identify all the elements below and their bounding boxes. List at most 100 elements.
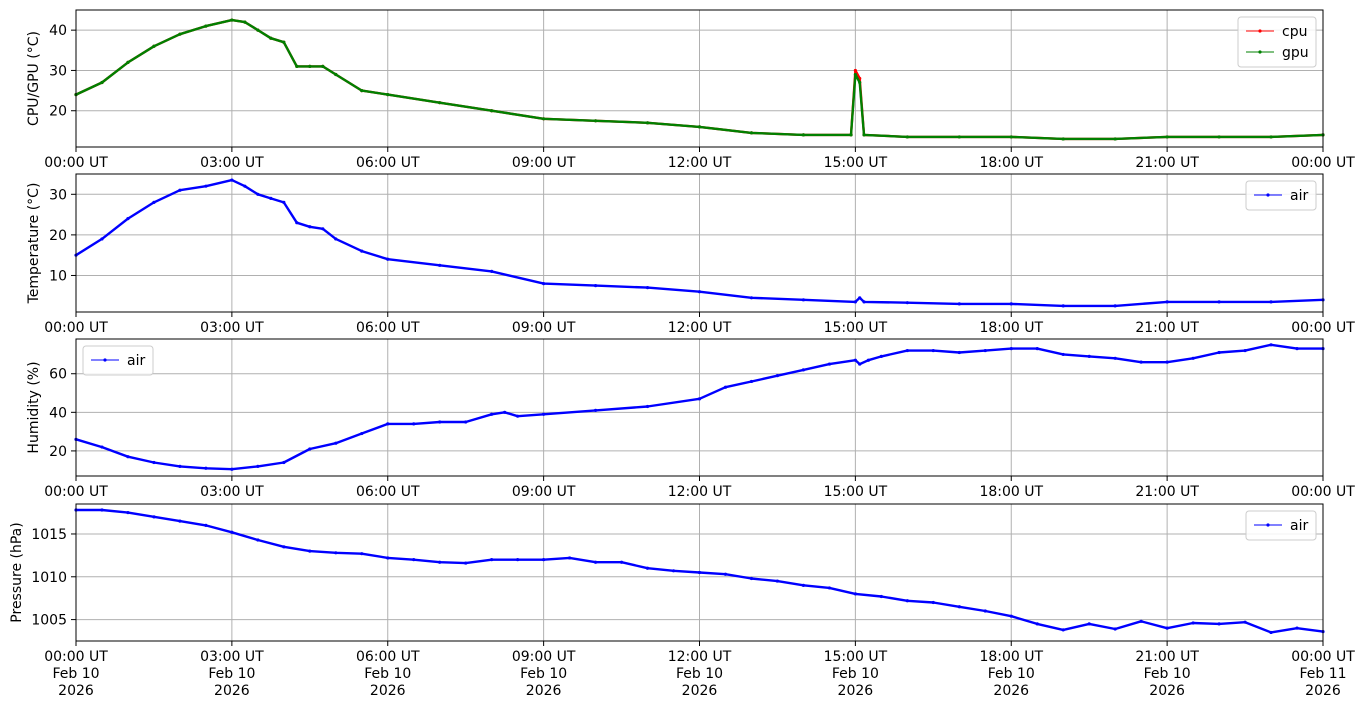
- data-point-air: [438, 560, 442, 564]
- y-tick-label: 10: [49, 268, 67, 284]
- data-point-air: [1165, 626, 1169, 630]
- legend-marker-air: [1266, 523, 1270, 527]
- legend-label-air: air: [1290, 518, 1308, 534]
- data-point-air: [334, 441, 338, 445]
- data-point-air: [983, 348, 987, 353]
- data-point-air: [230, 178, 234, 182]
- data-point-air: [308, 549, 312, 553]
- data-point-gpu: [360, 88, 364, 93]
- data-point-gpu: [256, 28, 260, 32]
- data-point-air: [152, 460, 156, 465]
- data-point-air: [858, 362, 862, 366]
- x-tick-label: 2026: [1149, 683, 1185, 699]
- data-point-air: [360, 431, 364, 436]
- data-point-gpu: [100, 80, 104, 85]
- data-point-gpu: [308, 64, 312, 69]
- data-point-air: [957, 350, 961, 355]
- data-point-gpu: [697, 125, 702, 129]
- data-point-air: [282, 545, 286, 549]
- data-point-air: [879, 594, 883, 599]
- data-point-air: [1269, 343, 1273, 347]
- x-tick-label: 15:00 UT: [824, 649, 888, 665]
- data-point-air: [905, 348, 909, 353]
- x-tick-label: 15:00 UT: [824, 484, 888, 500]
- data-point-air: [438, 263, 442, 267]
- data-point-air: [126, 217, 130, 221]
- x-tick-label: 15:00 UT: [824, 320, 888, 336]
- data-point-air: [464, 561, 468, 565]
- x-tick-label: 12:00 UT: [668, 484, 732, 500]
- data-point-air: [1061, 628, 1065, 632]
- data-point-air: [386, 556, 390, 560]
- y-tick-label: 20: [49, 444, 67, 460]
- data-point-air: [862, 300, 866, 304]
- data-point-air: [1165, 360, 1169, 364]
- data-point-air: [983, 609, 987, 613]
- data-point-air: [256, 192, 260, 196]
- x-tick-label: 09:00 UT: [512, 320, 576, 336]
- legend-label-air: air: [1290, 188, 1308, 204]
- data-point-gpu: [1061, 137, 1065, 141]
- legend: cpu gpu: [1237, 16, 1317, 68]
- y-tick-label: 40: [49, 405, 67, 421]
- legend-label-gpu: gpu: [1282, 45, 1309, 61]
- x-tick-label: 03:00 UT: [200, 155, 264, 171]
- data-point-gpu: [905, 135, 909, 139]
- data-point-air: [204, 466, 208, 470]
- data-point-gpu: [1269, 135, 1273, 139]
- legend-label-cpu: cpu: [1282, 24, 1307, 40]
- x-tick-label: Feb 11: [1299, 666, 1346, 682]
- legend: air: [82, 345, 154, 376]
- x-tick-label: 06:00 UT: [356, 320, 420, 336]
- x-tick-label: Feb 10: [52, 666, 99, 682]
- x-tick-label: 00:00 UT: [44, 155, 108, 171]
- data-point-air: [490, 269, 494, 274]
- legend-marker-air: [1266, 193, 1270, 197]
- data-point-air: [931, 600, 935, 605]
- data-point-air: [853, 300, 857, 304]
- data-point-air: [100, 445, 104, 449]
- data-point-air: [697, 570, 702, 575]
- legend-marker-cpu: [1258, 29, 1262, 33]
- data-point-air: [243, 184, 247, 188]
- data-point-air: [866, 358, 870, 362]
- data-point-air: [697, 397, 702, 401]
- data-point-air: [152, 515, 156, 519]
- data-point-air: [490, 558, 494, 562]
- data-point-air: [905, 301, 909, 305]
- data-point-air: [775, 374, 780, 378]
- data-point-air: [1217, 622, 1221, 626]
- data-point-air: [1269, 300, 1273, 304]
- data-point-air: [178, 188, 182, 192]
- x-tick-label: Feb 10: [520, 666, 567, 682]
- data-point-air: [178, 519, 182, 523]
- data-point-air: [853, 358, 857, 362]
- data-point-gpu: [1113, 137, 1117, 141]
- data-point-air: [1191, 621, 1195, 625]
- x-tick-label: 12:00 UT: [668, 320, 732, 336]
- x-tick-label: Feb 10: [208, 666, 255, 682]
- data-point-air: [568, 556, 572, 560]
- data-point-gpu: [152, 44, 156, 48]
- x-tick-label: 18:00 UT: [979, 484, 1043, 500]
- data-point-air: [931, 348, 935, 353]
- data-point-air: [126, 455, 130, 459]
- x-tick-label: 2026: [370, 683, 406, 699]
- data-point-air: [126, 510, 130, 515]
- data-point-air: [1165, 300, 1169, 304]
- legend-label-air: air: [127, 353, 145, 369]
- data-point-air: [645, 404, 650, 409]
- data-point-gpu: [645, 121, 650, 125]
- y-tick-label: 20: [49, 228, 67, 244]
- x-tick-label: 09:00 UT: [512, 649, 576, 665]
- legend-marker-gpu: [1258, 50, 1262, 54]
- data-point-air: [723, 572, 728, 576]
- x-tick-label: 03:00 UT: [200, 649, 264, 665]
- data-point-gpu: [1009, 135, 1013, 139]
- x-tick-label: 09:00 UT: [512, 484, 576, 500]
- data-point-air: [1009, 614, 1013, 618]
- y-tick-label: 1005: [31, 613, 67, 629]
- data-point-air: [749, 576, 754, 581]
- data-point-gpu: [1217, 135, 1221, 139]
